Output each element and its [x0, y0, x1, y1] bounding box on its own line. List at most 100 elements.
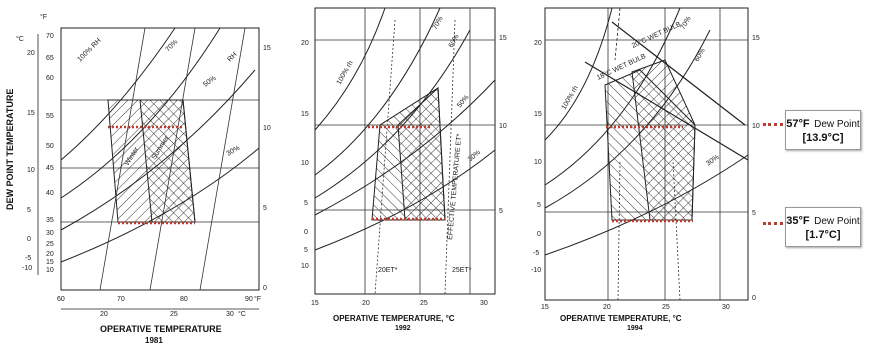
x-tick: 30: [722, 304, 730, 311]
y-tick: 15: [27, 110, 35, 117]
y-tick: -5: [533, 250, 539, 257]
x-unit: °C: [238, 310, 246, 318]
rh-label-30: 30%: [705, 154, 720, 168]
chart-1994-grid: [545, 8, 748, 300]
y-unit-f: °F: [40, 13, 47, 21]
et-label-20: 20ET*: [378, 267, 398, 274]
y-tick: 40: [46, 190, 54, 197]
y-tick: 0: [304, 229, 308, 236]
rh-label-60: 60%: [448, 33, 461, 49]
x-tick: 30: [226, 311, 234, 318]
y-tick: 5: [499, 208, 503, 215]
chart-1992-x-ticks: 15 20 25 30: [311, 300, 488, 307]
x-unit: °F: [254, 295, 261, 303]
y-tick: 30: [46, 230, 54, 237]
y-tick: 45: [46, 165, 54, 172]
x-tick: 25: [170, 311, 178, 318]
y-tick: 20: [27, 50, 35, 57]
x-tick: 20: [362, 300, 370, 307]
y-tick: 65: [46, 55, 54, 62]
chart-1994-y-ticks-right: 15 10 5 0: [752, 35, 760, 302]
y-tick: 60: [46, 75, 54, 82]
rh-label-100: 100% RH: [76, 37, 102, 63]
chart-1994-frame: [544, 7, 749, 301]
y-tick: 5: [27, 207, 31, 214]
y-tick: 0: [752, 295, 756, 302]
y-tick: 20: [301, 40, 309, 47]
x-tick: 25: [662, 304, 670, 311]
y-tick: 10: [27, 167, 35, 174]
callout-35-dots: [763, 222, 783, 225]
x-tick: 25: [420, 300, 428, 307]
y-tick: 5: [304, 247, 308, 254]
y-tick: 10: [301, 263, 309, 270]
chart-1981-y-ticks-c: °C 20 15 10 5 0 -5 -10: [16, 35, 35, 272]
rh-label-70: 70%: [432, 15, 445, 31]
chart-1981-y-right-ticks: 15 10 5 0: [263, 45, 271, 292]
chart-1992-summer-zone: [397, 86, 446, 221]
y-tick: 10: [46, 267, 54, 274]
chart-1992: 100% rh 70% 60% 50% 30% EFFECTIVE TEMPER…: [301, 7, 507, 332]
x-tick: 80: [180, 296, 188, 303]
y-tick: -10: [531, 267, 541, 274]
callout-35-value: 35°F: [786, 215, 810, 227]
chart-1981-grid: [61, 27, 259, 291]
chart-1994: 20°C WET BULB 18°C WET BULB 100% rh 70% …: [531, 7, 760, 332]
y-tick: 15: [752, 35, 760, 42]
y-tick: 15: [46, 259, 54, 266]
chart-1981-caption: 1981: [145, 336, 163, 345]
x-tick: 15: [311, 300, 319, 307]
callout-57-text: Dew Point: [814, 119, 860, 130]
et-label-25: 25ET*: [452, 267, 472, 274]
x-tick: 70: [117, 296, 125, 303]
y-tick: 35: [46, 217, 54, 224]
chart-1992-y-ticks-left: 20 15 10 5 0 5 10: [301, 40, 309, 270]
y-tick: 5: [537, 202, 541, 209]
callout-35-text: Dew Point: [814, 216, 860, 227]
chart-1981-frame: [60, 27, 260, 291]
chart-1992-xlabel: OPERATIVE TEMPERATURE, °C: [333, 314, 455, 323]
chart-1992-y-ticks-right: 15 10 5: [499, 35, 507, 215]
y-tick: 25: [46, 241, 54, 248]
chart-1981-xlabel: OPERATIVE TEMPERATURE: [100, 324, 222, 334]
y-tick: 70: [46, 33, 54, 40]
wet-bulb-20-label: 20°C WET BULB: [630, 20, 682, 50]
y-tick: 5: [752, 210, 756, 217]
x-tick: 15: [541, 304, 549, 311]
y-tick: 0: [537, 231, 541, 238]
chart-1994-x-ticks: 15 20 25 30: [541, 304, 730, 311]
rh-label-60: 60%: [694, 47, 707, 63]
chart-1981-y-ticks-f: °F 70 65 60 55 50 45 40 35 30 25 20 15 1…: [40, 13, 54, 274]
chart-1994-xlabel: OPERATIVE TEMPERATURE, °C: [560, 314, 682, 323]
y-tick: 0: [263, 285, 267, 292]
y-tick: 15: [499, 35, 507, 42]
wet-bulb-20: [611, 21, 746, 126]
callout-35-celsius: [1.7°C]: [805, 229, 841, 241]
callout-35-dewpoint: 35°F Dew Point [1.7°C]: [785, 207, 861, 247]
x-tick: 20: [100, 311, 108, 318]
y-tick: 15: [263, 45, 271, 52]
chart-1992-caption: 1992: [395, 325, 411, 332]
y-tick: 55: [46, 113, 54, 120]
chart-1981-x-ticks: 60 70 80 90 °F 20 25 30 °C: [57, 295, 261, 318]
y-tick: 10: [301, 160, 309, 167]
y-tick: -5: [25, 255, 31, 262]
y-tick: 15: [534, 111, 542, 118]
rh-label-rh: RH: [226, 51, 238, 63]
y-unit-c: °C: [16, 35, 24, 43]
rh-label-100: 100% rh: [336, 60, 355, 86]
chart-1994-summer-zone: [631, 59, 696, 221]
y-tick: 10: [752, 123, 760, 130]
y-tick: 10: [499, 123, 507, 130]
x-tick: 90: [245, 296, 253, 303]
y-tick: 5: [263, 205, 267, 212]
callout-57-dots: [763, 123, 783, 126]
x-tick: 30: [480, 300, 488, 307]
y-tick: 10: [263, 125, 271, 132]
callout-57-value: 57°F: [786, 118, 810, 130]
y-tick: 20: [534, 40, 542, 47]
chart-1981-ylabel: DEW POINT TEMPERATURE: [5, 89, 15, 210]
chart-1994-y-ticks-left: 20 15 10 5 0 -5 -10: [531, 40, 542, 274]
chart-1992-frame: [314, 7, 496, 295]
